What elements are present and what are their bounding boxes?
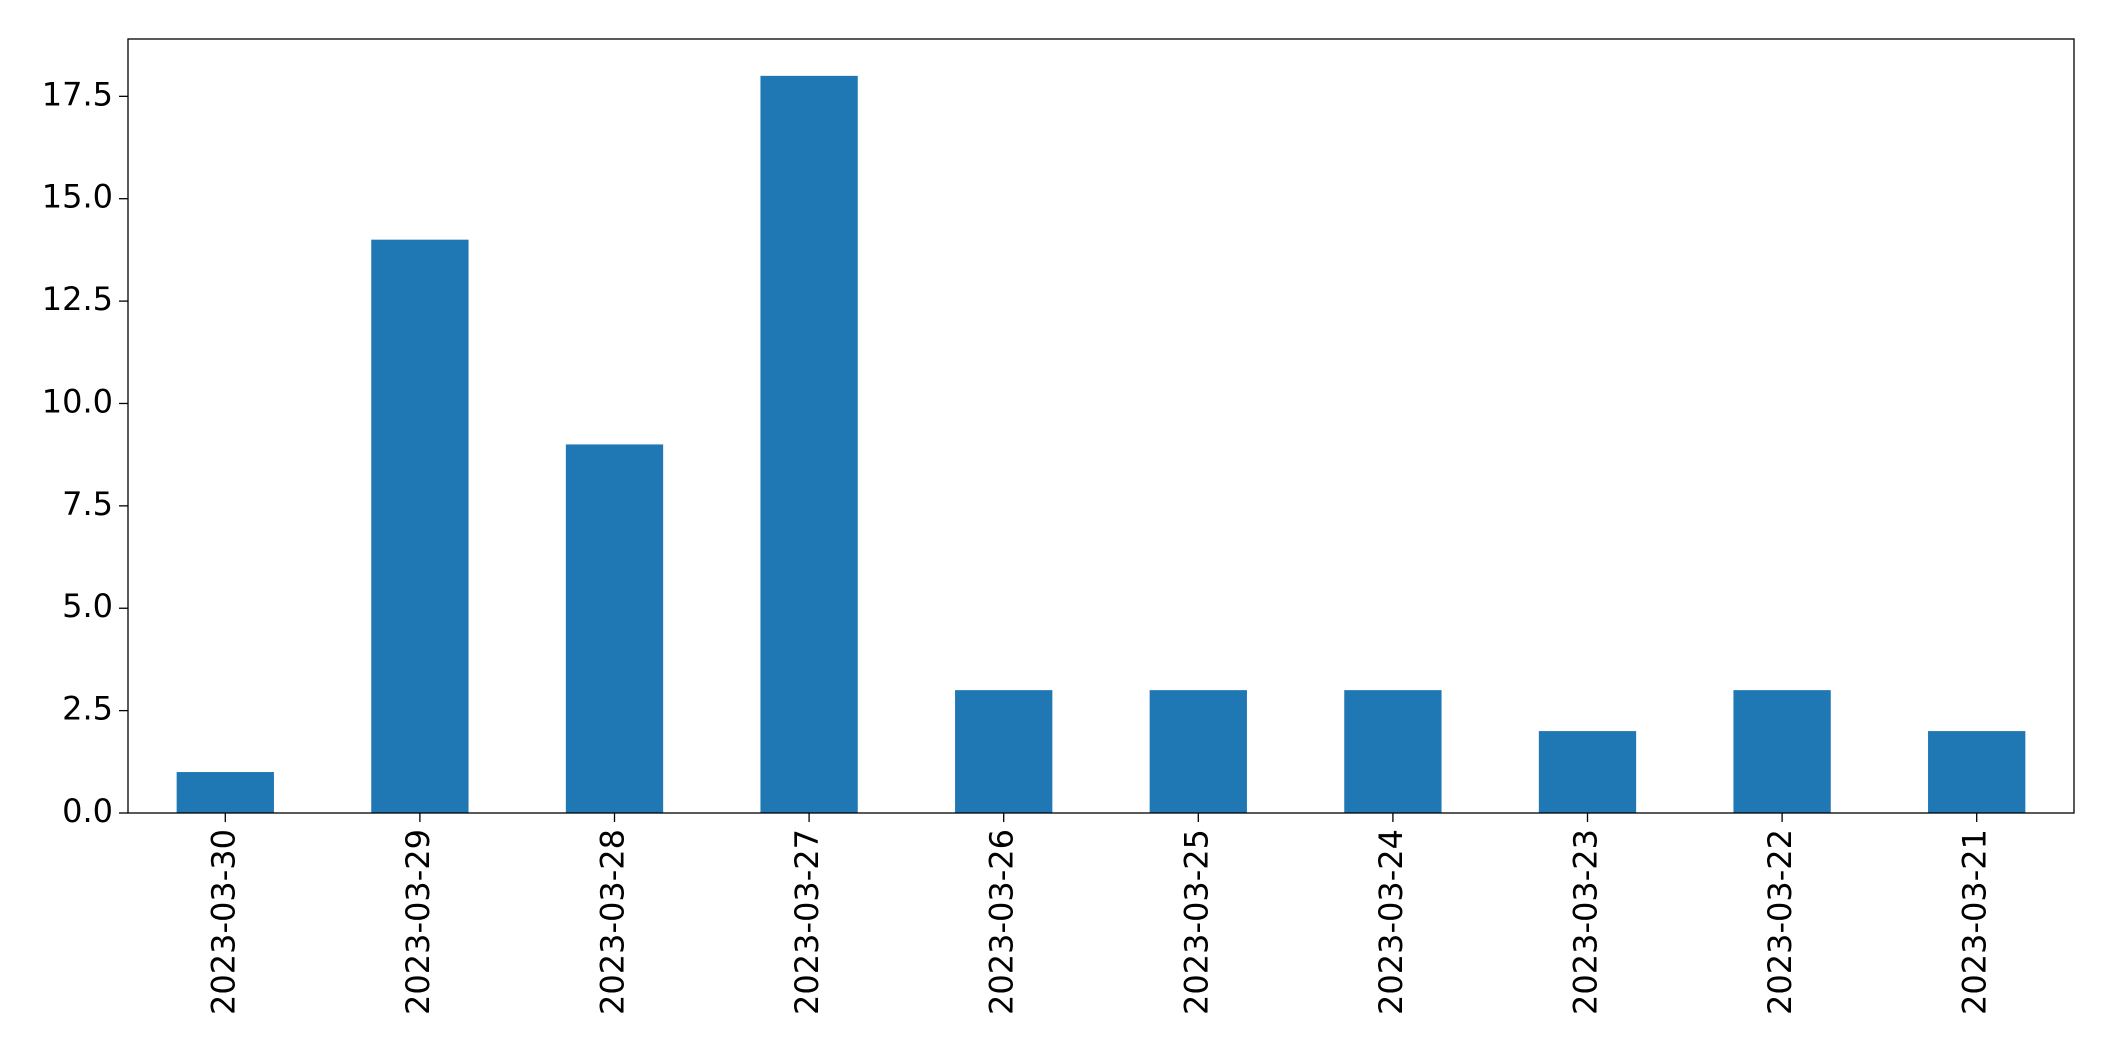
x-tick-label: 2023-03-24 xyxy=(1372,829,1410,1015)
bar xyxy=(1733,690,1831,813)
bar xyxy=(371,239,469,813)
bar xyxy=(565,444,664,813)
bar xyxy=(176,772,274,813)
bar xyxy=(1928,731,2026,813)
x-tick-label: 2023-03-23 xyxy=(1567,829,1605,1015)
bar xyxy=(955,690,1053,813)
y-tick-label: 7.5 xyxy=(62,485,113,523)
x-tick-label: 2023-03-22 xyxy=(1761,829,1799,1015)
x-tick-label: 2023-03-28 xyxy=(594,829,632,1015)
plot-frame xyxy=(127,38,2075,814)
x-tick-label: 2023-03-21 xyxy=(1956,829,1994,1015)
y-tick-label: 17.5 xyxy=(42,75,113,113)
y-tick-label: 15.0 xyxy=(42,178,113,216)
y-tick-label: 12.5 xyxy=(42,280,113,318)
bar xyxy=(1149,690,1247,813)
x-tick-label: 2023-03-30 xyxy=(204,829,242,1015)
x-tick-label: 2023-03-25 xyxy=(1177,829,1215,1015)
x-tick-label: 2023-03-29 xyxy=(399,829,437,1015)
y-tick-label: 0.0 xyxy=(62,792,113,830)
bar xyxy=(1538,731,1637,813)
bar xyxy=(1344,690,1442,813)
bar xyxy=(760,75,858,814)
y-tick-label: 10.0 xyxy=(42,382,113,420)
y-tick-label: 5.0 xyxy=(62,587,113,625)
y-tick-label: 2.5 xyxy=(62,690,113,728)
x-tick-label: 2023-03-26 xyxy=(983,829,1021,1015)
x-tick-label: 2023-03-27 xyxy=(788,829,826,1015)
